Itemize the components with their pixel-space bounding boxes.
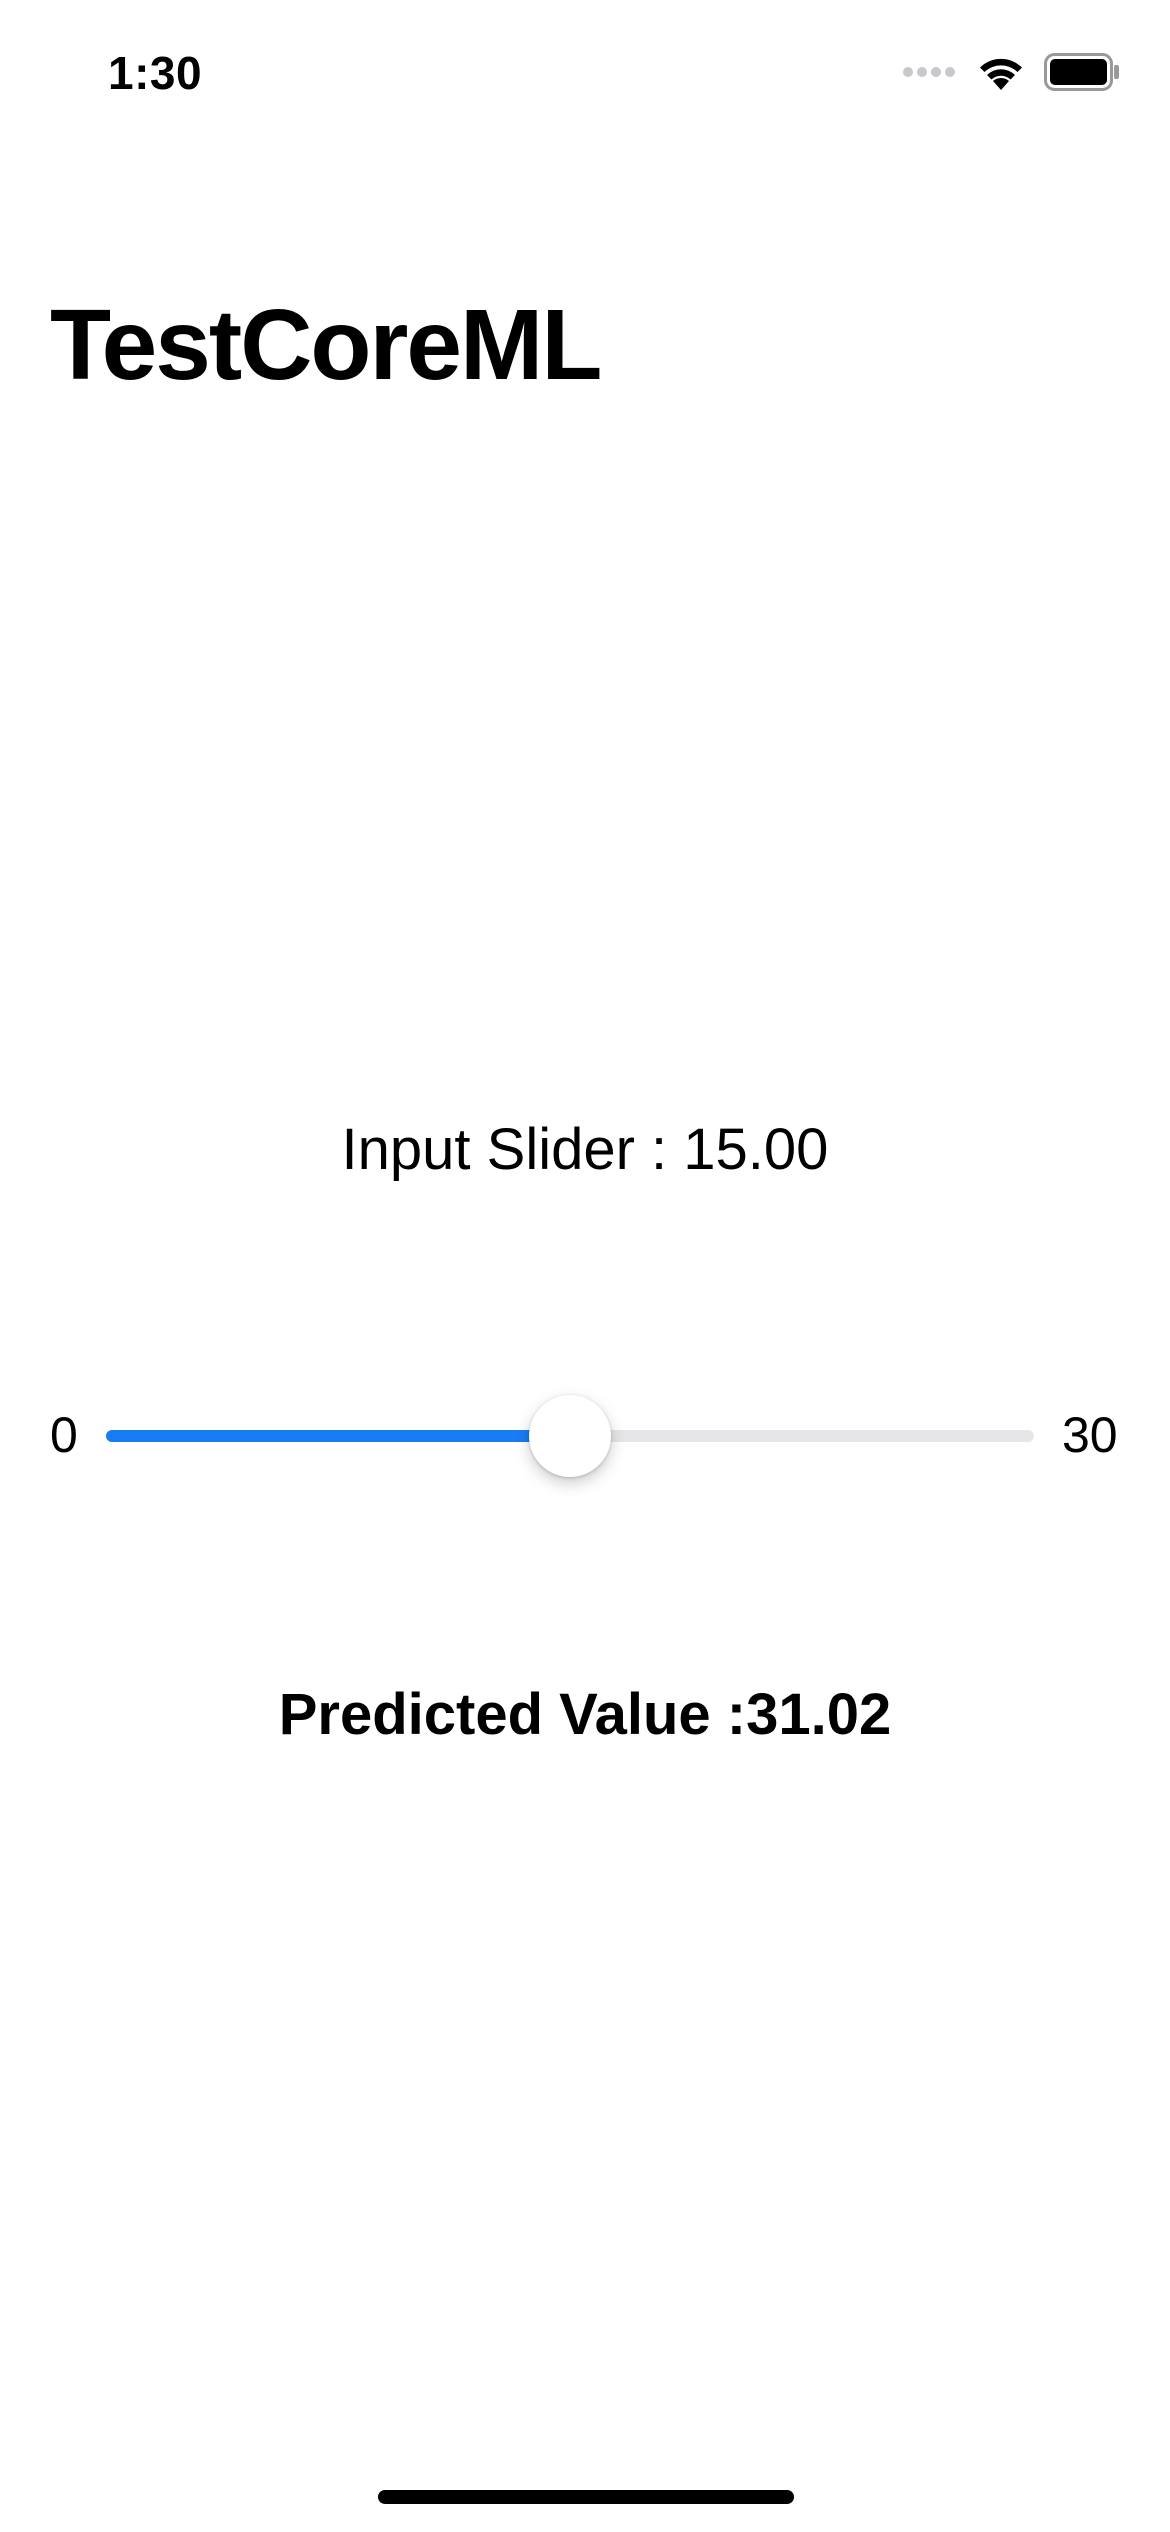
cellular-icon: [902, 65, 958, 84]
input-slider-label: Input Slider : 15.00: [341, 1117, 829, 1182]
slider-thumb[interactable]: [529, 1395, 611, 1477]
input-slider[interactable]: [106, 1395, 1034, 1477]
status-icons: [902, 52, 1120, 96]
status-bar: 1:30: [0, 0, 1170, 150]
page-title: TestCoreML: [50, 289, 602, 401]
slider-min-label: 0: [50, 1407, 78, 1463]
predicted-value: Predicted Value :31.02: [278, 1682, 892, 1747]
slider-max-label: 30: [1062, 1407, 1118, 1463]
status-time: 1:30: [108, 47, 203, 99]
battery-icon: [1044, 52, 1120, 96]
wifi-icon: [976, 52, 1026, 97]
input-slider-row: 0 30: [0, 1385, 1170, 1485]
slider-fill: [106, 1430, 570, 1442]
home-indicator[interactable]: [378, 2490, 794, 2504]
